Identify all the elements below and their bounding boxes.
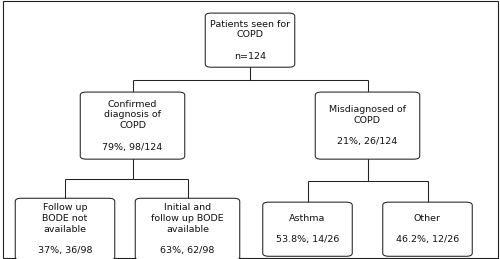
Text: Initial and
follow up BODE
available
 
63%, 62/98: Initial and follow up BODE available 63%… <box>151 203 224 255</box>
FancyBboxPatch shape <box>206 13 294 67</box>
FancyBboxPatch shape <box>263 202 352 256</box>
Text: Asthma
 
53.8%, 14/26: Asthma 53.8%, 14/26 <box>276 214 339 244</box>
FancyBboxPatch shape <box>80 92 185 159</box>
Text: Misdiagnosed of
COPD
 
21%, 26/124: Misdiagnosed of COPD 21%, 26/124 <box>329 105 406 146</box>
Text: Follow up
BODE not
available
 
37%, 36/98: Follow up BODE not available 37%, 36/98 <box>38 203 92 255</box>
FancyBboxPatch shape <box>316 92 420 159</box>
FancyBboxPatch shape <box>16 198 114 259</box>
FancyBboxPatch shape <box>383 202 472 256</box>
Text: Confirmed
diagnosis of
COPD
 
79%, 98/124: Confirmed diagnosis of COPD 79%, 98/124 <box>102 100 162 152</box>
Text: Other
 
46.2%, 12/26: Other 46.2%, 12/26 <box>396 214 459 244</box>
Text: Patients seen for
COPD
 
n=124: Patients seen for COPD n=124 <box>210 19 290 61</box>
FancyBboxPatch shape <box>135 198 240 259</box>
